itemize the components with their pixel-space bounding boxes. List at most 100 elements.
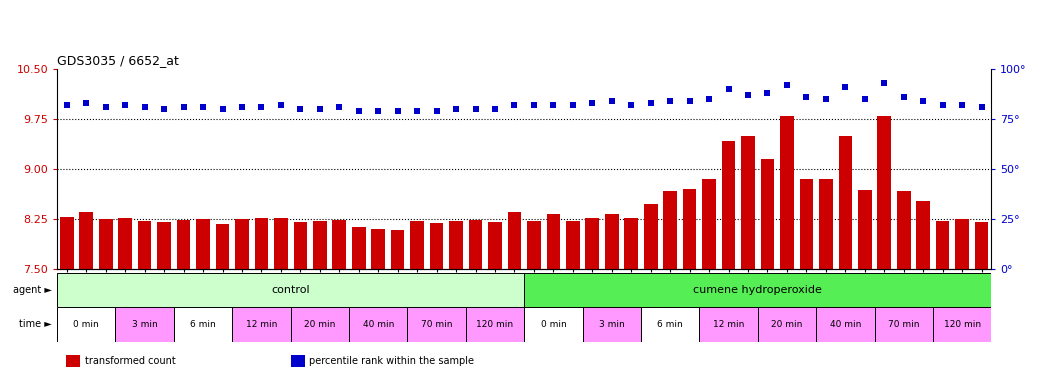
Point: [662, 98, 679, 104]
Bar: [176, 220, 190, 269]
Point: [778, 82, 795, 88]
Bar: [700, 307, 758, 342]
Bar: [196, 219, 210, 269]
Point: [584, 100, 601, 106]
Bar: [703, 179, 716, 269]
Point: [623, 102, 639, 108]
Text: 20 min: 20 min: [771, 320, 802, 329]
Bar: [372, 229, 385, 269]
Bar: [585, 218, 599, 269]
Point: [487, 106, 503, 112]
Text: 12 min: 12 min: [713, 320, 744, 329]
Bar: [527, 221, 541, 269]
Point: [876, 80, 893, 86]
Point: [934, 102, 951, 108]
Bar: [216, 223, 229, 269]
Point: [136, 104, 153, 110]
Bar: [741, 136, 755, 269]
Point: [798, 94, 815, 100]
Bar: [115, 307, 173, 342]
Point: [351, 108, 367, 114]
Bar: [294, 222, 307, 269]
Text: 3 min: 3 min: [132, 320, 158, 329]
Bar: [663, 191, 677, 269]
Point: [429, 108, 445, 114]
Bar: [118, 218, 132, 269]
Text: 40 min: 40 min: [829, 320, 861, 329]
Text: control: control: [271, 285, 310, 295]
Bar: [761, 159, 774, 269]
Bar: [566, 221, 579, 269]
Bar: [508, 212, 521, 269]
Bar: [174, 307, 233, 342]
Text: 0 min: 0 min: [541, 320, 567, 329]
Bar: [291, 307, 349, 342]
Point: [409, 108, 426, 114]
Point: [681, 98, 698, 104]
Bar: [839, 136, 852, 269]
Bar: [524, 273, 991, 307]
Point: [507, 102, 523, 108]
Point: [954, 102, 971, 108]
Text: cumene hydroperoxide: cumene hydroperoxide: [693, 285, 822, 295]
Bar: [683, 189, 696, 269]
Point: [331, 104, 348, 110]
Bar: [933, 307, 991, 342]
Point: [565, 102, 581, 108]
Bar: [236, 219, 249, 269]
Bar: [524, 307, 582, 342]
Bar: [274, 218, 288, 269]
Text: transformed count: transformed count: [85, 356, 175, 366]
Bar: [858, 190, 872, 269]
Text: 12 min: 12 min: [246, 320, 277, 329]
Point: [896, 94, 912, 100]
Bar: [955, 219, 968, 269]
Point: [273, 102, 290, 108]
Bar: [816, 307, 874, 342]
Bar: [582, 307, 641, 342]
Point: [311, 106, 328, 112]
Text: 0 min: 0 min: [74, 320, 100, 329]
Bar: [488, 222, 501, 269]
Bar: [877, 116, 891, 269]
Text: 120 min: 120 min: [944, 320, 981, 329]
Point: [175, 104, 192, 110]
Bar: [391, 230, 405, 269]
Text: 70 min: 70 min: [887, 320, 920, 329]
Point: [58, 102, 75, 108]
Bar: [547, 214, 561, 269]
Bar: [233, 307, 291, 342]
Point: [643, 100, 659, 106]
Point: [603, 98, 620, 104]
Bar: [313, 221, 327, 269]
Point: [720, 86, 737, 92]
Bar: [352, 227, 365, 269]
Text: 40 min: 40 min: [362, 320, 393, 329]
Bar: [332, 220, 346, 269]
Point: [117, 102, 134, 108]
Point: [914, 98, 931, 104]
Bar: [60, 217, 74, 269]
Bar: [430, 223, 443, 269]
Bar: [407, 307, 466, 342]
Bar: [781, 116, 794, 269]
Bar: [721, 141, 735, 269]
Point: [740, 92, 757, 98]
Text: 6 min: 6 min: [190, 320, 216, 329]
Text: agent ►: agent ►: [13, 285, 52, 295]
Bar: [99, 219, 112, 269]
Point: [156, 106, 172, 112]
Point: [447, 106, 464, 112]
Point: [974, 104, 990, 110]
Point: [195, 104, 212, 110]
Point: [234, 104, 250, 110]
Text: 120 min: 120 min: [476, 320, 514, 329]
Text: 3 min: 3 min: [599, 320, 625, 329]
Point: [370, 108, 386, 114]
Bar: [917, 201, 930, 269]
Point: [818, 96, 835, 102]
Bar: [469, 220, 483, 269]
Bar: [410, 221, 424, 269]
Bar: [449, 221, 463, 269]
Bar: [57, 307, 115, 342]
